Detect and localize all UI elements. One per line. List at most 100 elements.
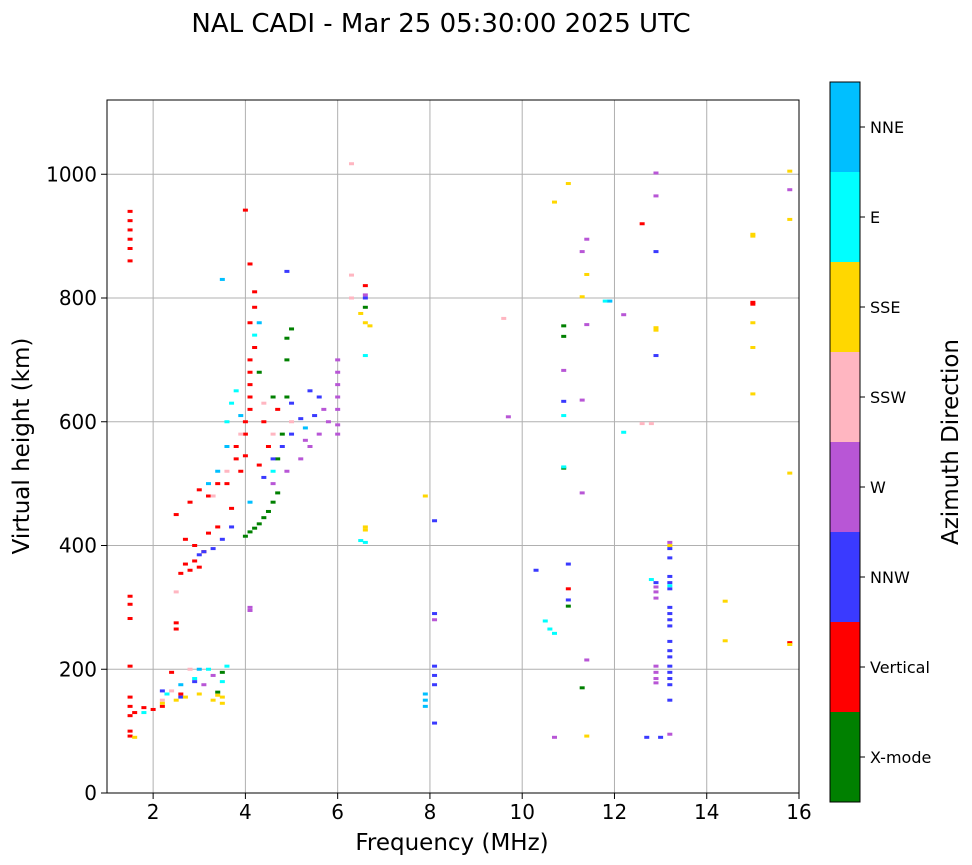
data-point	[205, 494, 211, 498]
data-point	[579, 250, 585, 254]
data-point	[335, 370, 341, 374]
data-point	[252, 346, 258, 349]
data-point	[247, 262, 253, 266]
data-point	[667, 664, 673, 668]
data-point	[289, 420, 295, 424]
data-point	[750, 232, 756, 236]
data-point	[602, 299, 608, 303]
data-point	[127, 237, 133, 241]
data-point	[565, 604, 571, 608]
data-point	[667, 556, 673, 560]
series-e	[141, 299, 673, 715]
data-point	[432, 519, 438, 523]
data-point	[787, 643, 793, 646]
data-point	[501, 316, 507, 320]
data-point	[432, 721, 438, 725]
data-point	[667, 683, 673, 687]
data-point	[335, 432, 341, 436]
data-point	[192, 544, 198, 547]
data-point	[270, 482, 276, 486]
colorbar-tick-label: NNW	[870, 568, 910, 587]
data-point	[238, 432, 244, 436]
data-point	[358, 311, 364, 315]
colorbar-label: Azimuth Direction	[938, 339, 964, 545]
data-point	[233, 457, 239, 461]
data-point	[178, 695, 184, 699]
data-point	[653, 596, 659, 600]
data-point	[196, 553, 202, 557]
data-point	[127, 695, 133, 699]
data-point	[367, 324, 373, 328]
colorbar: X-mode Vertical NNW W SSW SSE E NNE	[829, 81, 931, 803]
colorbar-tick-label: E	[870, 208, 880, 227]
data-point	[551, 200, 557, 204]
data-point	[261, 401, 267, 405]
data-point	[667, 587, 673, 591]
data-point	[551, 735, 557, 739]
series-ssw	[159, 162, 654, 702]
data-point	[667, 544, 673, 547]
data-point	[275, 407, 281, 411]
data-point	[224, 445, 230, 448]
y-tick-label: 1000	[46, 162, 97, 186]
colorbar-segment	[830, 622, 860, 712]
data-point	[547, 627, 553, 631]
colorbar-tick-label: SSW	[870, 388, 906, 407]
data-point	[653, 590, 659, 594]
data-point	[215, 469, 221, 473]
data-point	[159, 698, 165, 702]
data-point	[289, 327, 295, 331]
data-point	[127, 617, 133, 621]
data-point	[584, 272, 590, 276]
data-point	[127, 704, 133, 708]
x-tick-label: 12	[602, 800, 627, 824]
data-point	[247, 605, 253, 609]
data-point	[173, 590, 179, 594]
data-point	[275, 457, 281, 461]
data-point	[565, 587, 571, 591]
data-point	[127, 664, 133, 668]
data-point	[432, 612, 438, 616]
colorbar-segment	[830, 82, 860, 172]
colorbar-frame	[829, 81, 861, 803]
x-tick-label: 8	[424, 800, 437, 824]
data-point	[192, 559, 198, 563]
data-point	[362, 540, 368, 544]
data-point	[667, 649, 673, 653]
data-point	[551, 631, 557, 635]
data-point	[787, 188, 793, 192]
data-point	[561, 399, 567, 403]
data-point	[302, 426, 308, 430]
colorbar-segment	[830, 712, 860, 802]
data-point	[362, 525, 368, 529]
data-point	[270, 457, 276, 461]
data-point	[201, 683, 207, 687]
data-point	[722, 639, 728, 643]
data-point	[561, 334, 567, 338]
data-point	[205, 531, 211, 535]
data-point	[432, 673, 438, 677]
data-point	[422, 692, 428, 696]
data-point	[432, 683, 438, 687]
data-point	[667, 547, 673, 551]
data-point	[224, 420, 230, 424]
data-point	[169, 689, 175, 693]
x-tick-label: 16	[786, 800, 811, 824]
data-point	[261, 516, 267, 520]
data-point	[205, 667, 211, 671]
data-point	[127, 602, 133, 606]
data-point	[256, 463, 262, 467]
data-point	[349, 296, 355, 300]
data-point	[667, 624, 673, 628]
data-point	[178, 692, 184, 696]
data-point	[219, 670, 225, 674]
data-point	[215, 690, 221, 694]
series-w	[201, 171, 793, 739]
data-point	[325, 420, 331, 424]
series-x-mode	[215, 305, 585, 694]
data-point	[238, 414, 244, 418]
data-point	[256, 522, 262, 526]
data-point	[667, 605, 673, 609]
data-point	[132, 711, 138, 715]
x-tick-label: 6	[331, 800, 344, 824]
